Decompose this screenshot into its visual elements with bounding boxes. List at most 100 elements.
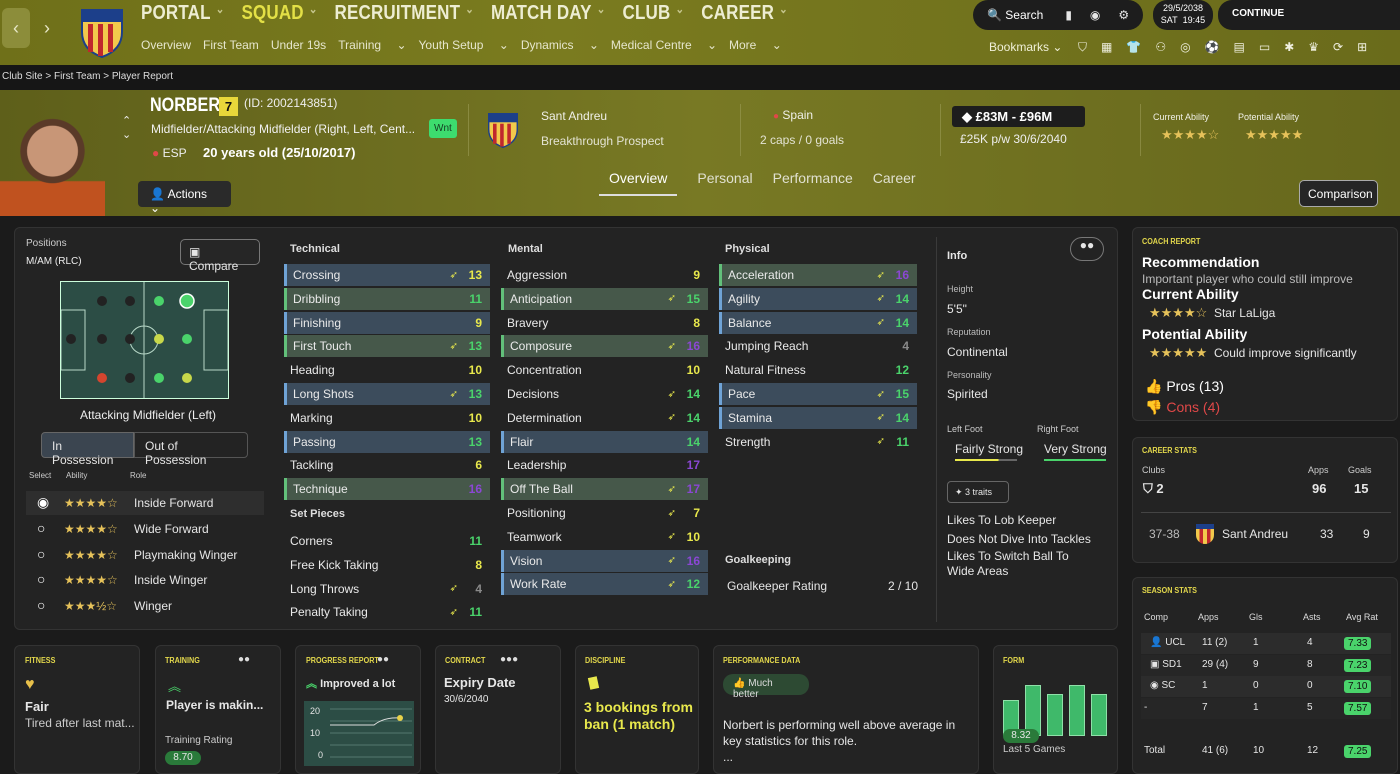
radio-button[interactable]: ○ <box>37 545 46 562</box>
attribute-row-dribbling[interactable]: Dribbling 11 <box>284 287 490 310</box>
radio-button[interactable]: ◉ <box>37 494 50 510</box>
menu-portal[interactable]: PORTAL <box>141 2 211 24</box>
submenu-under-19s[interactable]: Under 19s <box>270 38 327 52</box>
grid-icon[interactable]: ⊞ <box>1357 40 1368 54</box>
nation-name[interactable]: ● Spain <box>773 108 814 122</box>
attribute-row-passing[interactable]: Passing 13 <box>284 430 490 453</box>
radio-button[interactable]: ○ <box>37 519 46 536</box>
attribute-row-technique[interactable]: Technique 16 <box>284 478 490 501</box>
club-crest-icon[interactable] <box>76 2 128 58</box>
card-toggle-icon[interactable]: ●● <box>377 654 390 665</box>
attribute-row-finishing[interactable]: Finishing 9 <box>284 311 490 334</box>
role-row[interactable]: ○ ★★★★☆ Wide Forward <box>26 517 264 541</box>
attribute-row-work-rate[interactable]: Work Rate ➶ 12 <box>501 573 708 596</box>
attribute-row-pace[interactable]: Pace ➶ 15 <box>719 383 917 405</box>
attribute-row-balance[interactable]: Balance ➶ 14 <box>719 311 917 334</box>
submenu-youth-setup[interactable]: Youth Setup ⌄ <box>418 38 509 52</box>
submenu-medical-centre[interactable]: Medical Centre ⌄ <box>610 38 718 52</box>
forward-arrow-icon[interactable]: › <box>44 17 50 38</box>
continue-button[interactable]: CONTINUE <box>1218 0 1400 30</box>
transfer-value[interactable]: ◆ £83M - £96M <box>952 106 1085 127</box>
player-nav-arrows[interactable]: ⌃ ⌄ <box>122 115 132 141</box>
attribute-row-corners[interactable]: Corners 11 <box>284 530 490 552</box>
attribute-row-long-throws[interactable]: Long Throws ➶ 4 <box>284 578 490 600</box>
shirt-icon[interactable]: 👕 <box>1126 40 1142 54</box>
cons-link[interactable]: 👎 Cons (4) <box>1145 399 1221 415</box>
search-button[interactable]: 🔍 Search <box>987 8 1044 22</box>
team-icon[interactable]: ✱ <box>1284 40 1295 54</box>
player-icon[interactable]: ●● <box>1070 237 1104 261</box>
compare-button[interactable]: ▣ Compare <box>180 239 260 273</box>
attribute-row-jumping-reach[interactable]: Jumping Reach 4 <box>719 335 917 357</box>
role-row[interactable]: ○ ★★★★☆ Inside Winger <box>26 568 264 592</box>
card-toggle-icon[interactable]: ●●● <box>500 654 519 665</box>
report-icon[interactable]: ▭ <box>1258 40 1271 54</box>
pros-link[interactable]: 👍 Pros (13) <box>1145 378 1224 394</box>
traits-button[interactable]: ✦ 3 traits <box>947 481 1009 503</box>
ball-icon[interactable]: ⚽ <box>1204 40 1220 54</box>
attribute-row-long-shots[interactable]: Long Shots ➶ 13 <box>284 383 490 405</box>
tactics-icon[interactable]: ⚇ <box>1155 40 1167 54</box>
actions-button[interactable]: 👤 Actions ⌄ <box>138 181 231 215</box>
attribute-row-acceleration[interactable]: Acceleration ➶ 16 <box>719 264 917 286</box>
submenu-training[interactable]: Training ⌄ <box>338 38 407 52</box>
attribute-row-bravery[interactable]: Bravery 8 <box>501 312 708 334</box>
tab-personal[interactable]: Personal <box>697 170 753 186</box>
attribute-row-stamina[interactable]: Stamina ➶ 14 <box>719 406 917 429</box>
attribute-row-free-kick-taking[interactable]: Free Kick Taking 8 <box>284 554 490 576</box>
in-possession-tab[interactable]: In Possession <box>41 432 134 467</box>
attribute-row-leadership[interactable]: Leadership 17 <box>501 454 708 476</box>
tab-performance[interactable]: Performance <box>772 170 853 186</box>
radio-button[interactable]: ○ <box>37 597 46 614</box>
menu-career[interactable]: CAREER <box>701 2 775 24</box>
card-toggle-icon[interactable]: ●● <box>238 654 251 665</box>
attribute-row-crossing[interactable]: Crossing ➶ 13 <box>284 264 490 286</box>
table-row[interactable] <box>1141 633 1391 654</box>
attribute-row-marking[interactable]: Marking 10 <box>284 407 490 429</box>
role-row[interactable]: ◉ ★★★★☆ Inside Forward <box>26 491 264 515</box>
attribute-row-tackling[interactable]: Tackling 6 <box>284 454 490 476</box>
attribute-row-anticipation[interactable]: Anticipation ➶ 15 <box>501 287 708 310</box>
contract-card[interactable] <box>435 645 561 774</box>
table-row[interactable] <box>1141 697 1391 719</box>
role-row[interactable]: ○ ★★★★☆ Playmaking Winger <box>26 543 264 567</box>
menu-squad[interactable]: SQUAD <box>241 2 304 24</box>
gear-icon[interactable]: ⚙ <box>1118 8 1130 22</box>
shield-icon[interactable]: ⛉ <box>1078 40 1088 54</box>
submenu-first-team[interactable]: First Team <box>203 38 259 52</box>
attribute-row-first-touch[interactable]: First Touch ➶ 13 <box>284 335 490 358</box>
role-row[interactable]: ○ ★★★½☆ Winger <box>26 594 264 618</box>
performance-card[interactable] <box>713 645 979 774</box>
attribute-row-composure[interactable]: Composure ➶ 16 <box>501 335 708 358</box>
tab-overview[interactable]: Overview <box>599 170 678 196</box>
submenu-more[interactable]: More ⌄ <box>729 38 782 52</box>
submenu-dynamics[interactable]: Dynamics ⌄ <box>520 38 599 52</box>
attribute-row-aggression[interactable]: Aggression 9 <box>501 264 708 286</box>
attribute-row-concentration[interactable]: Concentration 10 <box>501 359 708 381</box>
out-of-possession-tab[interactable]: Out of Possession <box>134 432 248 467</box>
menu-recruitment[interactable]: RECRUITMENT <box>334 2 461 24</box>
wanted-badge[interactable]: Wnt <box>429 119 457 138</box>
bookmarks-menu[interactable]: Bookmarks ⌄ <box>989 40 1063 54</box>
attribute-row-flair[interactable]: Flair 14 <box>501 430 708 453</box>
attribute-row-decisions[interactable]: Decisions ➶ 14 <box>501 383 708 405</box>
menu-match-day[interactable]: MATCH DAY <box>490 2 592 24</box>
attribute-row-positioning[interactable]: Positioning ➶ 7 <box>501 502 708 524</box>
submenu-overview[interactable]: Overview <box>141 38 192 52</box>
trophy-icon[interactable]: ♛ <box>1308 40 1320 54</box>
discipline-card[interactable] <box>575 645 699 774</box>
attribute-row-strength[interactable]: Strength ➶ 11 <box>719 431 917 453</box>
attribute-row-determination[interactable]: Determination ➶ 14 <box>501 407 708 429</box>
back-arrow-icon[interactable]: ‹ <box>2 8 30 48</box>
attribute-row-heading[interactable]: Heading 10 <box>284 359 490 381</box>
radio-button[interactable]: ○ <box>37 571 46 588</box>
tab-career[interactable]: Career <box>872 170 916 186</box>
table-row[interactable] <box>1141 654 1391 676</box>
attribute-row-agility[interactable]: Agility ➶ 14 <box>719 287 917 310</box>
calendar-icon[interactable]: ▦ <box>1101 40 1113 54</box>
attribute-row-teamwork[interactable]: Teamwork ➶ 10 <box>501 526 708 548</box>
refresh-icon[interactable]: ⟳ <box>1333 40 1344 54</box>
bookmark-icon[interactable]: ▮ <box>1065 8 1072 22</box>
menu-club[interactable]: CLUB <box>622 2 671 24</box>
comparison-button[interactable]: Comparison <box>1299 180 1378 207</box>
